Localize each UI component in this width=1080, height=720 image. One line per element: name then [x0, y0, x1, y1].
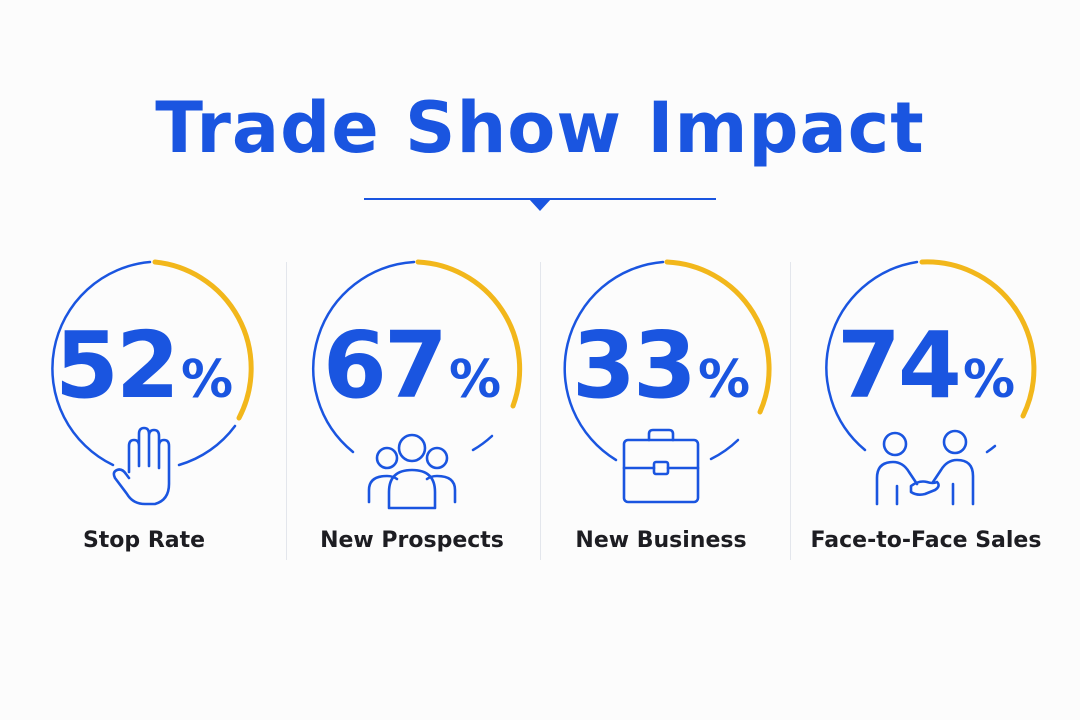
stat-value: 52% — [9, 316, 279, 442]
stat-label: New Business — [575, 528, 747, 553]
stat-number: 67 — [322, 312, 448, 419]
raised-hand-icon — [112, 426, 171, 506]
title-caret — [529, 199, 551, 211]
stat-card-face-to-face-sales: 74% Face-to-Face Sales — [791, 256, 1061, 566]
ring-arc-primary — [312, 260, 416, 454]
ring-arc-accent — [152, 259, 254, 421]
progress-ring — [825, 259, 1037, 454]
column-divider — [286, 262, 287, 560]
briefcase-icon — [622, 428, 700, 504]
group-of-people-icon — [367, 433, 457, 510]
progress-ring — [51, 259, 254, 467]
ring-arc-primary — [471, 434, 494, 452]
ring-arc-primary — [51, 260, 152, 467]
ring-arc-primary — [177, 424, 237, 467]
stat-label: Stop Rate — [82, 528, 206, 553]
page-title: Trade Show Impact — [155, 87, 925, 169]
stat-card-new-prospects: 67% New Prospects — [277, 256, 547, 566]
stat-card-stop-rate: 52% Stop Rate — [9, 256, 279, 566]
stat-value: 67% — [277, 316, 547, 442]
ring-arc-primary — [709, 438, 740, 461]
column-divider — [790, 262, 791, 560]
stat-label: Face-to-Face Sales — [810, 528, 1042, 553]
progress-ring — [563, 259, 772, 462]
column-divider — [540, 262, 541, 560]
stat-unit: % — [962, 350, 1016, 410]
ring-arc-primary — [825, 260, 919, 452]
stat-number: 33 — [571, 312, 697, 419]
progress-ring — [312, 259, 523, 454]
stat-unit: % — [697, 350, 751, 410]
stat-unit: % — [448, 350, 502, 410]
stat-unit: % — [180, 350, 234, 410]
ring-arc-primary — [985, 444, 997, 454]
stat-value: 33% — [526, 316, 796, 442]
stat-card-new-business: 33% New Business — [526, 256, 796, 566]
ring-arc-primary — [563, 260, 665, 462]
ring-arc-accent — [415, 259, 523, 409]
ring-arc-accent — [664, 259, 772, 415]
stat-number: 52 — [54, 312, 180, 419]
stat-number: 74 — [836, 312, 962, 419]
stat-label: New Prospects — [320, 528, 504, 553]
stat-value: 74% — [791, 316, 1061, 442]
ring-arc-accent — [919, 259, 1037, 419]
handshake-icon — [875, 429, 975, 506]
